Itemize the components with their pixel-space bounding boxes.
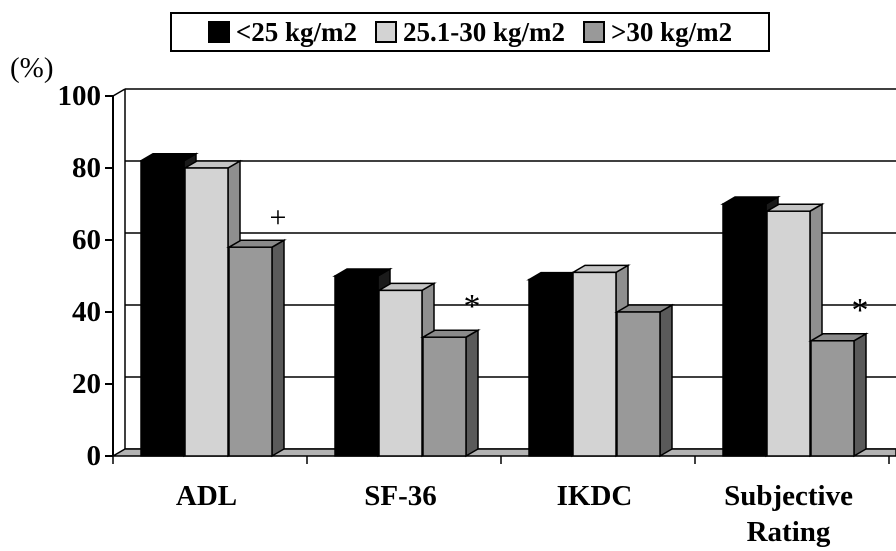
legend-label-series-2: 25.1-30 kg/m2 <box>403 16 565 47</box>
bar-0-2 <box>228 246 273 457</box>
annotation-1: * <box>464 288 481 325</box>
bar-3-1 <box>766 210 811 457</box>
plot-area: 0 20 40 60 80 100 ADL SF-36 IKDC Subjective Rating… <box>58 80 896 548</box>
annotation-0: + <box>270 201 287 234</box>
bar-2-1 <box>572 271 617 457</box>
y-axis-top-depth <box>112 88 126 97</box>
bar-side-2-2 <box>659 303 673 458</box>
bar-side-3-2 <box>853 332 867 458</box>
legend-swatch-series-3 <box>583 21 605 43</box>
bar-1-1 <box>378 289 423 457</box>
x-tick-label-1: SF-36 <box>364 480 437 512</box>
x-tick-label-2: IKDC <box>557 480 633 512</box>
legend-label-series-1: <25 kg/m2 <box>235 16 357 47</box>
bar-2-0 <box>528 278 573 457</box>
legend: <25 kg/m2 25.1-30 kg/m2 >30 kg/m2 <box>170 12 770 52</box>
legend-item-series-1: <25 kg/m2 <box>207 16 357 48</box>
legend-swatch-series-1 <box>207 21 230 43</box>
y-tick-label-60: 60 <box>72 224 101 256</box>
bar-1-2 <box>422 336 467 457</box>
legend-item-series-2: 25.1-30 kg/m2 <box>375 17 565 48</box>
y-tick-label-0: 0 <box>87 440 102 472</box>
bar-2-2 <box>616 311 661 457</box>
bar-side-1-2 <box>465 328 479 458</box>
bar-1-0 <box>334 275 379 457</box>
y-axis-label: (%) <box>10 52 53 84</box>
legend-swatch-series-2 <box>375 21 397 43</box>
bar-3-0 <box>722 203 767 457</box>
legend-item-series-3: >30 kg/m2 <box>583 17 732 48</box>
x-tick-label-3-line-1: Rating <box>747 516 831 548</box>
legend-label-series-3: >30 kg/m2 <box>611 16 733 47</box>
y-tick-label-80: 80 <box>72 152 101 184</box>
bar-0-0 <box>140 160 185 457</box>
y-tick-label-40: 40 <box>72 296 101 328</box>
bar-side-0-2 <box>271 238 285 458</box>
y-tick-label-100: 100 <box>58 80 102 112</box>
annotation-2: * <box>852 292 869 329</box>
x-tick-label-0: ADL <box>176 480 237 512</box>
bar-3-2 <box>810 340 855 457</box>
y-tick-label-20: 20 <box>72 368 101 400</box>
bar-0-1 <box>184 167 229 457</box>
x-tick-label-3-line-0: Subjective <box>724 480 853 512</box>
